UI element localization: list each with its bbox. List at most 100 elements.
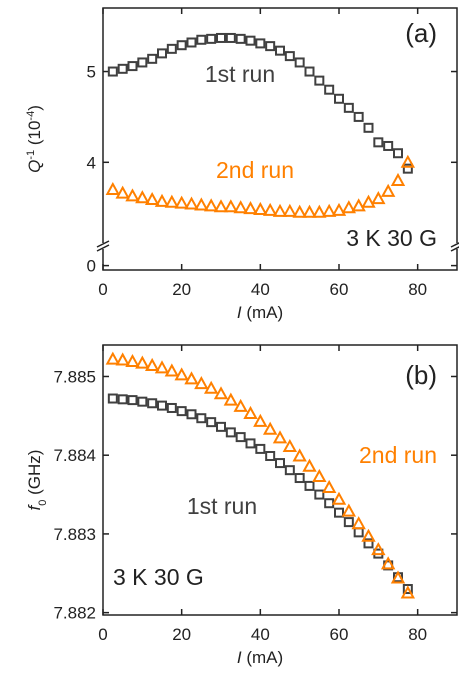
- annotation: 1st run: [205, 61, 275, 87]
- data-point: [243, 405, 258, 419]
- data-point: [107, 393, 118, 404]
- data-point: [302, 204, 317, 218]
- data-point: [262, 421, 278, 435]
- data-point: [216, 32, 226, 43]
- data-point: [393, 148, 403, 159]
- data-point: [157, 48, 167, 59]
- y-axis-label-part: 0: [37, 500, 49, 506]
- plot-frame: [102, 344, 458, 616]
- data-point: [265, 450, 276, 461]
- plot-frame: [102, 7, 458, 271]
- data-point: [312, 468, 327, 482]
- data-point: [351, 516, 366, 530]
- data-point: [324, 498, 335, 509]
- data-point: [284, 51, 295, 62]
- data-point: [334, 507, 344, 518]
- data-point: [255, 38, 266, 49]
- data-point: [186, 37, 197, 48]
- annotation: 3 K 30 G: [113, 564, 204, 590]
- y-tick-label: 7.883: [53, 525, 96, 544]
- data-point: [194, 375, 209, 390]
- x-axis-label-part: I: [237, 648, 242, 667]
- data-point: [331, 491, 347, 505]
- data-point: [292, 204, 307, 218]
- data-point: [383, 140, 394, 151]
- data-point: [331, 202, 347, 216]
- axis-break-gap: [99, 243, 107, 249]
- y-axis-label: f0 (GHz): [25, 450, 49, 511]
- data-point: [223, 199, 239, 213]
- data-point: [127, 395, 138, 406]
- data-point: [275, 458, 285, 469]
- data-point: [203, 198, 219, 212]
- x-tick-label: 20: [172, 280, 191, 299]
- x-tick-label: 80: [408, 625, 427, 644]
- data-point: [302, 458, 317, 472]
- x-axis-label: I (mA): [237, 648, 283, 667]
- data-point: [373, 137, 384, 148]
- data-point: [272, 430, 288, 444]
- data-point: [206, 33, 217, 44]
- axis-break-mark: [96, 244, 110, 252]
- x-tick-label: 40: [251, 625, 270, 644]
- data-point: [107, 66, 118, 77]
- data-point: [164, 194, 180, 208]
- y-axis-label-part: -1: [25, 150, 37, 160]
- data-point: [186, 409, 197, 420]
- x-tick-label: 0: [98, 625, 107, 644]
- annotation: 1st run: [187, 493, 257, 519]
- y-axis-label: Q-1 (10-4): [25, 105, 44, 173]
- data-point: [184, 371, 199, 385]
- data-point: [343, 517, 354, 528]
- data-point: [166, 43, 177, 54]
- data-point: [304, 66, 315, 77]
- data-point: [275, 45, 285, 56]
- data-point: [324, 84, 335, 95]
- data-point: [284, 465, 295, 476]
- y-axis-label-part: Q: [25, 160, 44, 173]
- data-point: [194, 197, 209, 211]
- data-point: [402, 584, 413, 595]
- data-point: [196, 413, 207, 424]
- data-point: [334, 93, 344, 104]
- data-point: [174, 195, 189, 209]
- data-point: [245, 438, 256, 449]
- data-point: [233, 200, 248, 214]
- x-tick-label: 60: [330, 280, 349, 299]
- y-tick-label: 0: [87, 257, 96, 276]
- data-point: [154, 193, 170, 207]
- data-point: [157, 400, 167, 411]
- data-point: [343, 102, 354, 113]
- data-point: [294, 57, 305, 68]
- data-point: [361, 194, 376, 208]
- data-point: [351, 198, 366, 212]
- data-point: [282, 438, 298, 453]
- data-point: [154, 360, 170, 374]
- annotation: 2nd run: [216, 157, 294, 183]
- data-point: [400, 585, 416, 599]
- x-axis-label-part: (mA): [242, 648, 284, 667]
- data-point: [213, 199, 229, 213]
- x-tick-label: 60: [330, 625, 349, 644]
- data-point: [312, 204, 327, 218]
- data-point: [390, 172, 406, 186]
- data-point: [125, 353, 140, 368]
- axis-break-gap: [453, 243, 459, 249]
- data-point: [253, 413, 268, 427]
- data-point: [304, 480, 315, 491]
- data-point: [380, 183, 396, 197]
- data-point: [117, 394, 128, 405]
- annotation: (a): [405, 18, 437, 48]
- data-point: [225, 427, 236, 438]
- data-point: [125, 188, 140, 202]
- data-point: [135, 355, 150, 369]
- data-point: [255, 443, 266, 454]
- y-axis-label-part: -4: [25, 111, 37, 121]
- x-tick-label: 80: [408, 280, 427, 299]
- annotation: 3 K 30 G: [346, 225, 437, 251]
- data-point: [400, 154, 416, 168]
- data-point: [206, 417, 217, 428]
- data-point: [174, 367, 189, 381]
- data-point: [371, 191, 386, 205]
